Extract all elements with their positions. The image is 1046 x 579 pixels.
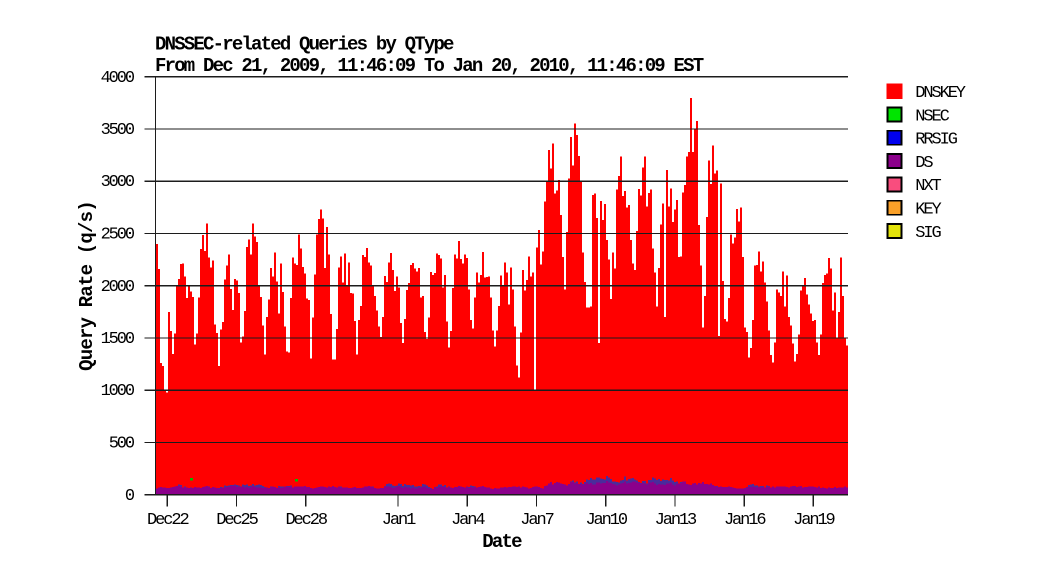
svg-text:DS: DS xyxy=(915,154,933,173)
svg-text:Jan16: Jan16 xyxy=(724,511,766,530)
svg-text:RRSIG: RRSIG xyxy=(915,131,957,150)
svg-text:KEY: KEY xyxy=(915,201,941,220)
svg-text:NSEC: NSEC xyxy=(915,107,949,126)
svg-text:Jan1: Jan1 xyxy=(382,511,416,530)
svg-text:Dec22: Dec22 xyxy=(147,511,188,530)
svg-text:Date: Date xyxy=(482,531,522,553)
svg-text:Jan10: Jan10 xyxy=(585,511,627,530)
svg-text:Jan4: Jan4 xyxy=(451,511,485,530)
svg-text:Query Rate (q/s): Query Rate (q/s) xyxy=(76,201,98,371)
svg-text:2000: 2000 xyxy=(101,278,135,297)
svg-text:NXT: NXT xyxy=(915,177,941,196)
svg-text:SIG: SIG xyxy=(915,224,941,243)
svg-text:Jan13: Jan13 xyxy=(655,511,697,530)
svg-text:From Dec 21, 2009, 11:46:09 To: From Dec 21, 2009, 11:46:09 To Jan 20, 2… xyxy=(155,55,704,77)
svg-text:2500: 2500 xyxy=(101,226,135,245)
svg-text:DNSKEY: DNSKEY xyxy=(915,84,966,103)
svg-text:1500: 1500 xyxy=(101,330,135,349)
svg-text:Dec25: Dec25 xyxy=(216,511,258,530)
svg-text:1000: 1000 xyxy=(101,382,135,401)
svg-text:Dec28: Dec28 xyxy=(285,511,327,530)
svg-text:4000: 4000 xyxy=(101,69,135,88)
svg-text:DNSSEC-related Queries by QTyp: DNSSEC-related Queries by QType xyxy=(155,34,454,56)
svg-text:3500: 3500 xyxy=(101,121,135,140)
svg-text:500: 500 xyxy=(109,435,135,454)
svg-text:Jan19: Jan19 xyxy=(793,511,835,530)
svg-text:Jan7: Jan7 xyxy=(520,511,553,530)
svg-text:3000: 3000 xyxy=(101,173,135,192)
